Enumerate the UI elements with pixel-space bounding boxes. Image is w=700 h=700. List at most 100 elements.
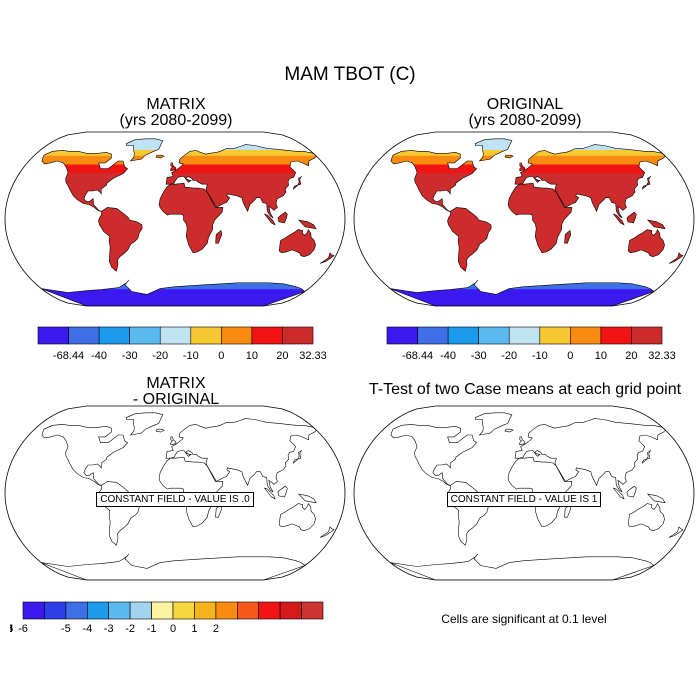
colorbar-tick-label: -5 bbox=[61, 623, 71, 635]
coastline-borneo bbox=[626, 485, 637, 498]
map-matrix bbox=[4, 131, 346, 307]
coastline-new-zealand bbox=[668, 252, 684, 264]
panel-title-original-line2: (yrs 2080-2099) bbox=[468, 112, 582, 129]
colorbar-box bbox=[108, 601, 131, 620]
colorbar-tick-label: 5 bbox=[10, 623, 13, 635]
coastline-new-guinea bbox=[646, 219, 666, 230]
colorbar-matrix: -68.44 -40 -30 -20 -10 0 10 20 32.33 bbox=[37, 326, 327, 362]
map-border bbox=[353, 131, 695, 307]
map-border bbox=[353, 405, 695, 581]
coastline-madagascar bbox=[564, 504, 572, 518]
colorbar-box bbox=[631, 326, 663, 345]
colorbar-box bbox=[282, 326, 314, 345]
colorbar-diff: -6 -5 -4 -3 -2 -1 0 1 2 3456 bbox=[10, 601, 324, 635]
colorbar-box bbox=[301, 601, 324, 620]
coastline-uk bbox=[170, 162, 177, 172]
colorbar-tick-label: 0 bbox=[170, 623, 176, 635]
map-border bbox=[4, 131, 346, 307]
colorbar-tick-label: -68.44 bbox=[402, 350, 433, 362]
coastline-iceland bbox=[504, 154, 514, 159]
panel-title-matrix-line1: MATRIX bbox=[146, 96, 206, 113]
colorbar-tick-label: 32.33 bbox=[648, 350, 676, 362]
coastline-iceland bbox=[155, 428, 165, 433]
coastline-greenland bbox=[125, 138, 164, 162]
coastline-antarctica bbox=[390, 279, 655, 306]
panel-title-original: ORIGINAL (yrs 2080-2099) bbox=[375, 97, 675, 129]
colorbar-tick-label: 10 bbox=[595, 350, 607, 362]
colorbar-tick-label: -40 bbox=[91, 350, 107, 362]
panel-title-matrix: MATRIX (yrs 2080-2099) bbox=[26, 97, 326, 129]
coastline-japan bbox=[641, 450, 652, 464]
colorbar-tick-label: -10 bbox=[183, 350, 199, 362]
coastline-north-america bbox=[41, 424, 129, 486]
coastline-australia bbox=[278, 228, 316, 258]
colorbar-tick-label: 0 bbox=[567, 350, 573, 362]
colorbar-tick-label: -6 bbox=[18, 623, 28, 635]
coastline-iceland bbox=[504, 428, 514, 433]
coastline-eurasia bbox=[165, 418, 317, 493]
colorbar-tick-label: 2 bbox=[213, 623, 219, 635]
colorbar-tick-label: -20 bbox=[501, 350, 517, 362]
coastline-australia bbox=[627, 502, 665, 532]
colorbar-box bbox=[172, 601, 195, 620]
map-border bbox=[4, 405, 346, 581]
coastline-africa bbox=[507, 182, 573, 254]
coastline-new-guinea bbox=[297, 219, 317, 230]
colorbar-box bbox=[37, 326, 69, 345]
colorbar-tick-label: 20 bbox=[276, 350, 288, 362]
colorbar-tick-label: 4 bbox=[10, 623, 13, 635]
coastline-antarctica bbox=[41, 279, 306, 306]
coastline-new-guinea bbox=[646, 493, 666, 504]
coastline-borneo bbox=[277, 211, 288, 224]
colorbar-tick-label: 0 bbox=[218, 350, 224, 362]
coastline-north-america bbox=[390, 150, 478, 212]
coastline-japan bbox=[292, 450, 303, 464]
map-content bbox=[390, 412, 684, 580]
coastline-sumatra bbox=[263, 487, 276, 500]
map-original bbox=[353, 131, 695, 307]
colorbar-box bbox=[386, 326, 418, 345]
colorbar-tick-label: 3 bbox=[10, 623, 13, 635]
map-content bbox=[41, 138, 335, 306]
coastline-north-america bbox=[41, 150, 129, 212]
colorbar-tick-label: -10 bbox=[532, 350, 548, 362]
panel-title-original-line1: ORIGINAL bbox=[486, 96, 564, 113]
coastline-australia bbox=[278, 502, 316, 532]
colorbar-tick-label: -1 bbox=[147, 623, 157, 635]
colorbar-tick-label: -4 bbox=[82, 623, 92, 635]
colorbar-box bbox=[129, 601, 152, 620]
figure-title: MAM TBOT (C) bbox=[284, 64, 416, 85]
coastline-south-america bbox=[98, 207, 143, 272]
colorbar-box bbox=[539, 326, 571, 345]
colorbar-tick-label: -40 bbox=[440, 350, 456, 362]
panel-title-ttest-line1: T-Test of two Case means at each grid po… bbox=[368, 381, 682, 398]
coastline-antarctica bbox=[41, 553, 306, 580]
coastline-uk bbox=[170, 436, 177, 446]
coastline-eurasia bbox=[514, 418, 666, 493]
colorbar-tick-label: 1 bbox=[191, 623, 197, 635]
colorbar-box bbox=[22, 601, 45, 620]
constant-field-label: CONSTANT FIELD - VALUE IS 1 bbox=[352, 404, 696, 582]
coastline-eurasia bbox=[165, 144, 317, 219]
coastline-madagascar bbox=[215, 504, 223, 518]
constant-field-label: CONSTANT FIELD - VALUE IS .0 bbox=[3, 404, 347, 582]
temperature-field bbox=[390, 138, 683, 306]
coastline-iceland bbox=[155, 154, 165, 159]
coastline-antarctica bbox=[390, 553, 655, 580]
coastline-japan bbox=[641, 176, 652, 190]
coastline-uk bbox=[519, 436, 526, 446]
colorbar-tick-label: -3 bbox=[104, 623, 114, 635]
coastline-greenland bbox=[125, 412, 164, 436]
colorbar-box bbox=[65, 601, 88, 620]
colorbar-box bbox=[129, 326, 161, 345]
map-content bbox=[41, 412, 335, 580]
coastline-north-america bbox=[390, 424, 478, 486]
coastline-greenland bbox=[474, 412, 513, 436]
coastline-madagascar bbox=[215, 230, 223, 244]
colorbar-box bbox=[87, 601, 110, 620]
colorbar-box bbox=[215, 601, 238, 620]
colorbar-tick-label: 32.33 bbox=[299, 350, 327, 362]
coastline-eurasia bbox=[514, 144, 666, 219]
coastline-japan bbox=[292, 176, 303, 190]
panel-title-diff-line1: MATRIX bbox=[146, 375, 206, 392]
